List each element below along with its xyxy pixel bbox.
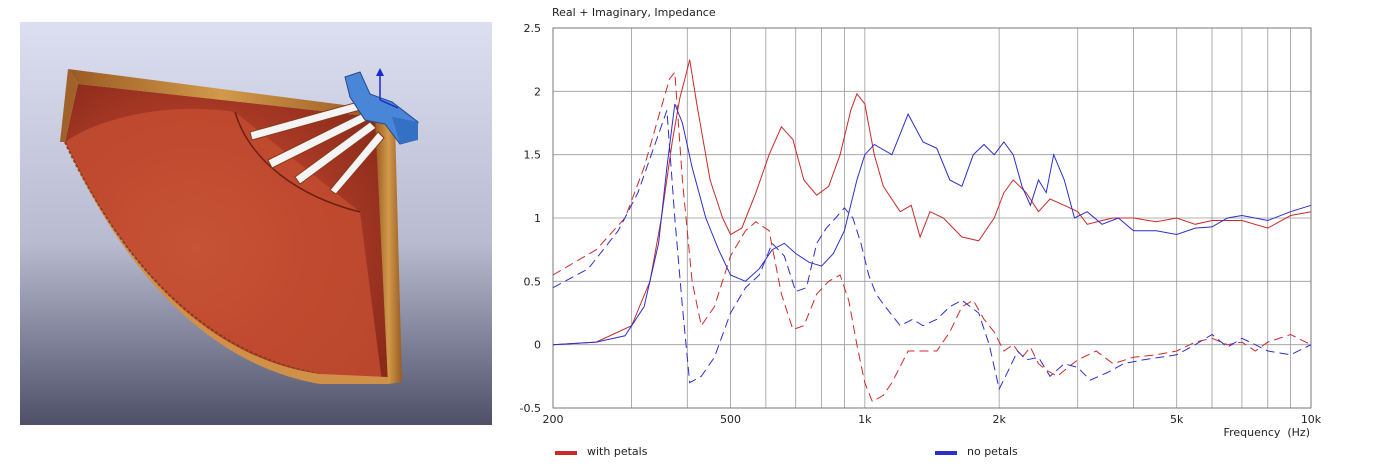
x-tick-label: 2k [992,413,1006,426]
impedance-chart: Real + Imaginary, Impedance 2.5 2 1.5 1 0.5 0… [520,6,1322,458]
y-tick-label: 0.5 [524,275,542,288]
chart-title: Real + Imaginary, Impedance [552,6,716,19]
series-line-imaginary [552,71,1312,403]
legend-swatch [555,451,577,455]
x-axis-label: Frequency (Hz) [1224,426,1310,439]
y-tick-label: 1 [534,212,541,225]
chart-grid [552,27,1312,409]
x-tick-label: 10k [1301,413,1322,426]
y-tick-labels: 2.5 2 1.5 1 0.5 0 -0.5 [520,22,541,415]
horn-render-image [20,22,492,425]
x-tick-label: 1k [858,413,872,426]
series-line-real [552,59,1312,346]
y-tick-label: 2 [534,85,541,98]
x-tick-label: 5k [1170,413,1184,426]
plot-frame [552,27,1312,409]
y-tick-label: 2.5 [524,22,542,35]
legend-swatch [935,451,957,455]
chart-series-lines [552,59,1312,403]
series-line-imaginary [552,110,1312,391]
y-tick-label: -0.5 [520,402,541,415]
x-tick-label: 500 [720,413,741,426]
y-tick-label: 1.5 [524,149,542,162]
legend-label: no petals [967,445,1018,458]
x-tick-label: 200 [543,413,564,426]
legend-label: with petals [587,445,648,458]
x-tick-labels: 200 500 1k 2k 5k 10k [543,413,1322,426]
series-line-real [552,103,1312,346]
chart-legend: with petals no petals [555,445,1018,458]
y-tick-label: 0 [534,339,541,352]
